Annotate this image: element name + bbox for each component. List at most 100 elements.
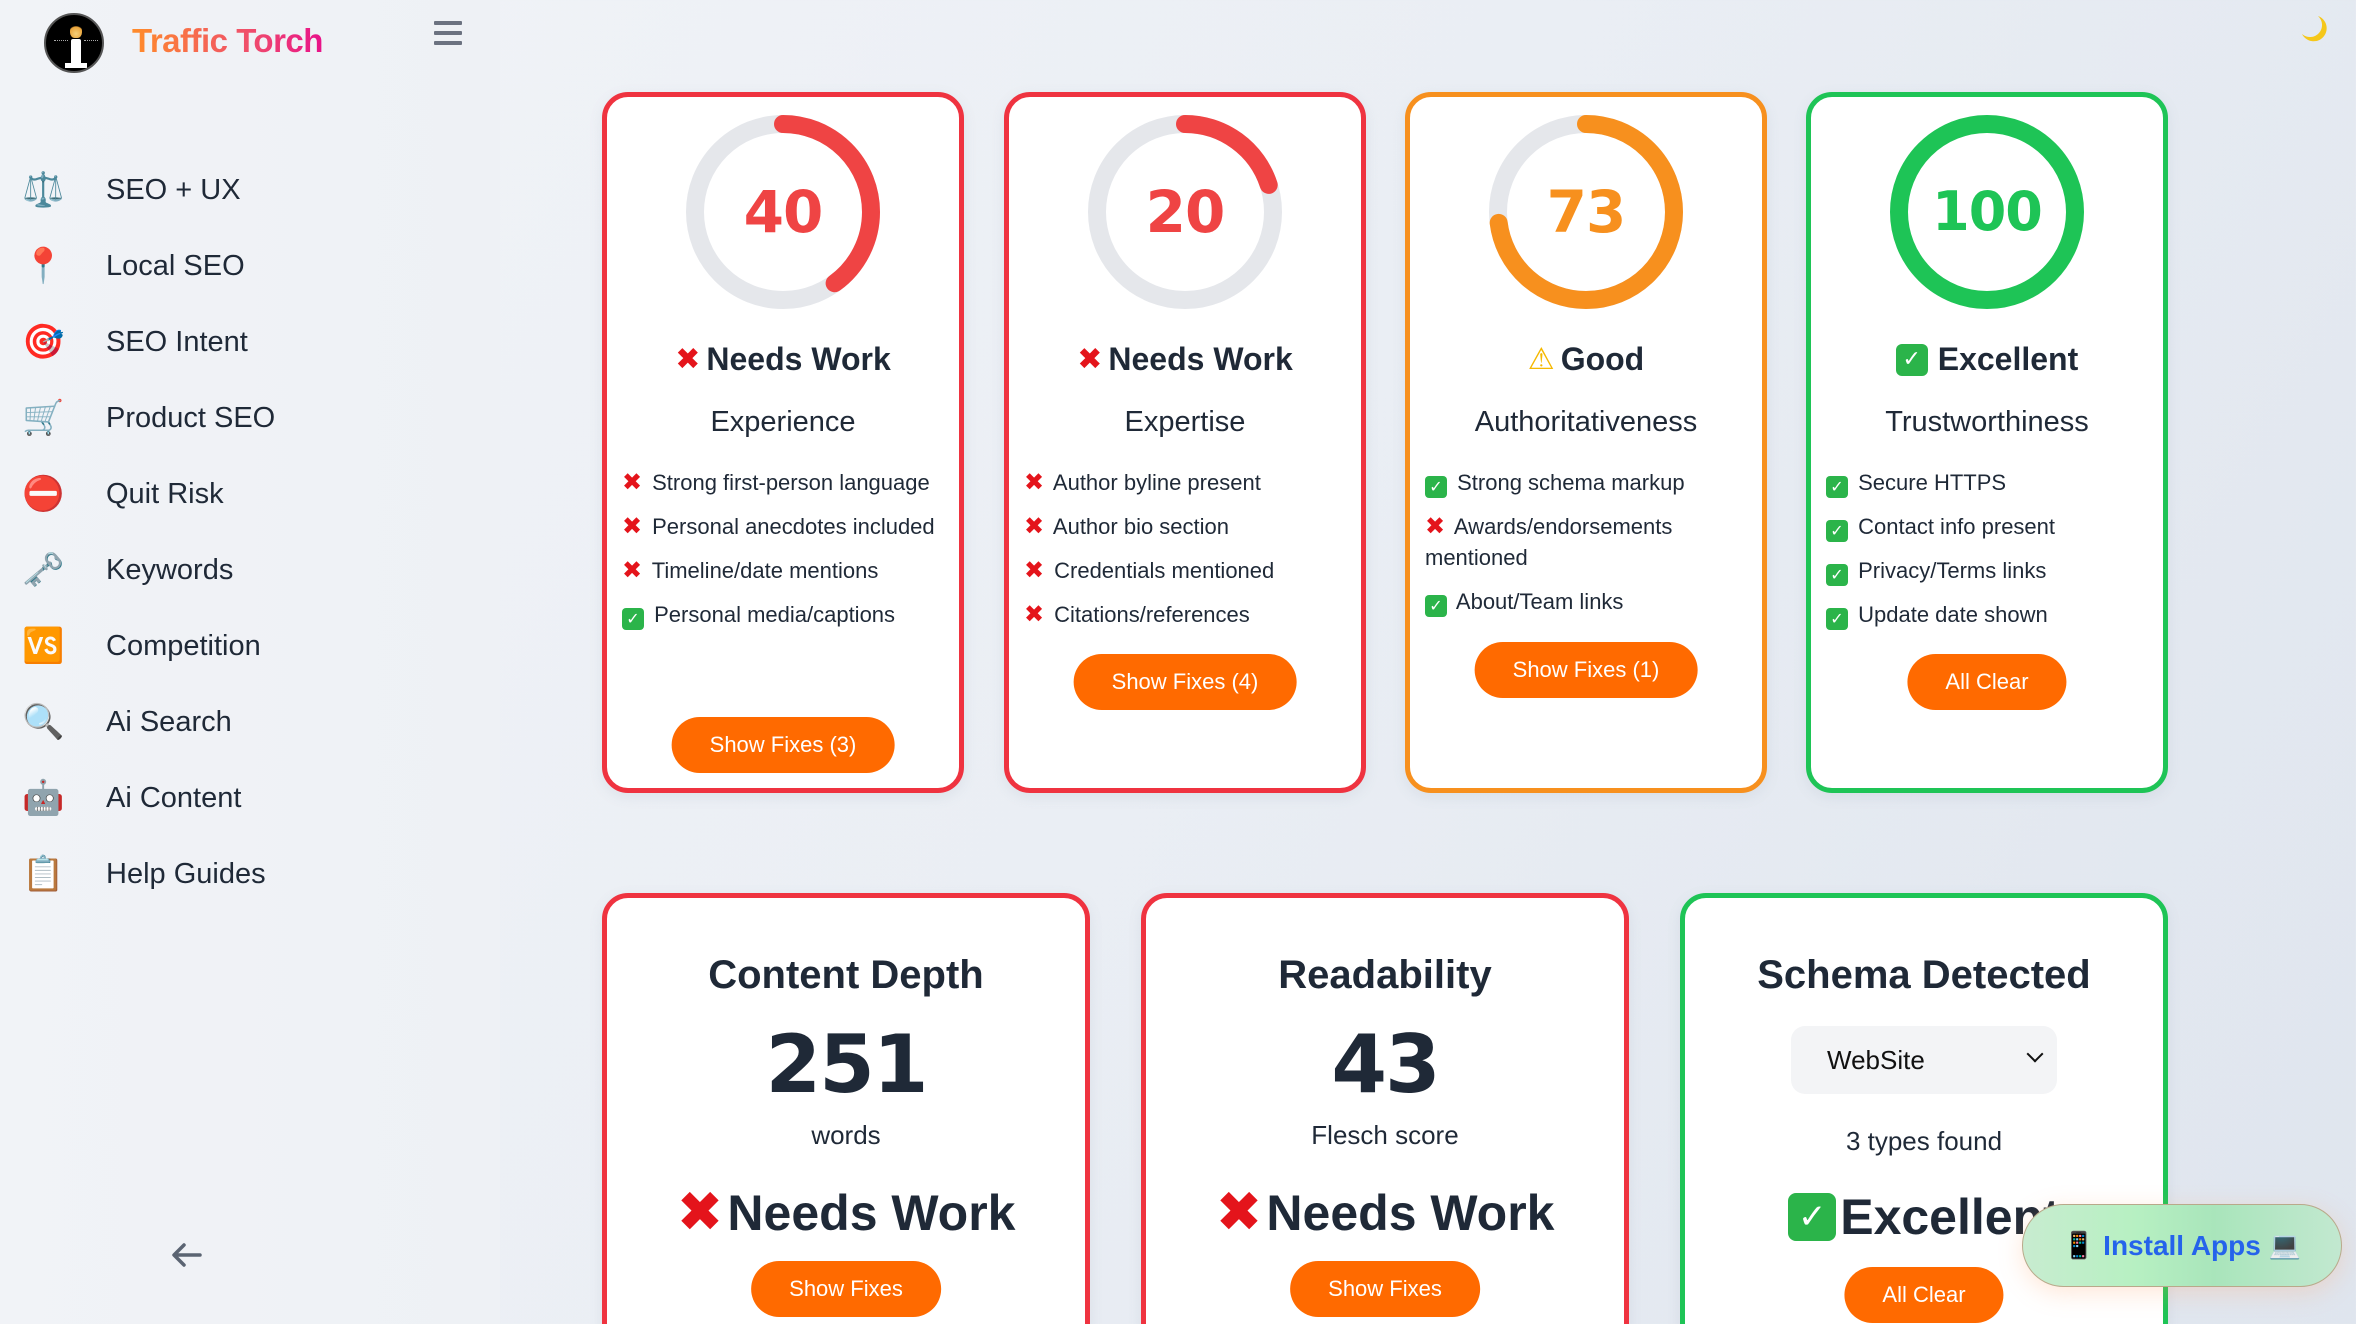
chevron-down-icon — [2026, 1045, 2044, 1063]
cart-icon: 🛒 — [22, 398, 65, 438]
score-gauge: 100 — [1889, 114, 2085, 310]
sidebar-item-label: Ai Search — [106, 705, 232, 738]
vs-icon: 🆚 — [22, 626, 65, 666]
sidebar-item-keywords[interactable]: 🗝️ Keywords — [0, 532, 500, 608]
status-text: Needs Work — [1266, 1184, 1555, 1241]
collapse-sidebar-arrow-icon[interactable] — [170, 1240, 204, 1270]
theme-toggle-moon-icon[interactable] — [2298, 12, 2332, 46]
check-item: ✖ Author byline present — [1024, 468, 1261, 496]
cross-icon: ✖ — [1215, 1180, 1263, 1245]
score-value: 40 — [743, 178, 824, 246]
target-icon: 🎯 — [22, 322, 65, 362]
check-item: ✖ Citations/references — [1024, 600, 1250, 628]
score-gauge: 20 — [1087, 114, 1283, 310]
laptop-icon: 💻 — [2268, 1230, 2302, 1261]
check-item: ✖ Author bio section — [1024, 512, 1230, 540]
status-label: ✖ Needs Work — [1146, 1180, 1624, 1245]
checklist: ✓ Secure HTTPS ✓ Contact info present ✓ … — [1826, 467, 2151, 643]
install-apps-label: Install Apps — [2103, 1229, 2261, 1261]
check-item: ✖ Timeline/date mentions — [622, 556, 879, 584]
sidebar-item-label: Help Guides — [106, 857, 266, 890]
status-text: Needs Work — [1108, 341, 1293, 377]
status-label: ✖ Needs Work — [607, 1180, 1085, 1245]
metric-unit: words — [811, 1120, 881, 1150]
warning-icon: ⚠ — [1527, 342, 1555, 377]
sidebar-nav: ⚖️ SEO + UX 📍 Local SEO 🎯 SEO Intent 🛒 P… — [0, 152, 500, 912]
metric-title: Content Depth — [708, 953, 984, 997]
sidebar-item-label: SEO + UX — [106, 173, 241, 206]
scales-icon: ⚖️ — [22, 170, 65, 210]
sidebar-item-label: Quit Risk — [106, 477, 224, 510]
install-apps-button[interactable]: 📱 Install Apps 💻 — [2022, 1204, 2342, 1287]
check-item: ✓ Personal media/captions — [622, 599, 947, 630]
cross-icon: ✖ — [622, 512, 643, 540]
app-title[interactable]: Traffic Torch — [132, 22, 323, 59]
logo-ray — [54, 40, 68, 41]
all-clear-button[interactable]: All Clear — [1844, 1267, 2004, 1323]
check-item: ✓ About/Team links — [1425, 586, 1750, 617]
check-icon: ✓ — [622, 608, 644, 630]
all-clear-button[interactable]: All Clear — [1907, 654, 2067, 710]
eeat-card-expertise: 20 ✖ Needs Work Expertise ✖ Author bylin… — [1004, 92, 1366, 793]
logo-tower — [71, 39, 81, 65]
eeat-card-experience: 40 ✖ Needs Work Experience ✖ Strong firs… — [602, 92, 964, 793]
check-icon: ✓ — [1826, 608, 1848, 630]
check-item: ✖ Awards/endorsements mentioned — [1425, 512, 1673, 570]
check-icon: ✓ — [1895, 343, 1928, 376]
pin-icon: 📍 — [22, 246, 65, 286]
show-fixes-button[interactable]: Show Fixes (3) — [671, 717, 895, 773]
score-gauge: 73 — [1488, 114, 1684, 310]
sidebar-item-label: Ai Content — [106, 781, 242, 814]
schema-count: 3 types found — [1845, 1126, 2003, 1156]
sidebar-item-competition[interactable]: 🆚 Competition — [0, 608, 500, 684]
sidebar-item-help-guides[interactable]: 📋 Help Guides — [0, 836, 500, 912]
checklist: ✖ Author byline present ✖ Author bio sec… — [1024, 467, 1349, 643]
logo-flame — [70, 24, 82, 38]
cross-icon: ✖ — [1425, 512, 1446, 540]
no-entry-icon: ⛔ — [22, 474, 65, 514]
logo-base — [65, 63, 87, 68]
metric-card-readability: Readability 43 Flesch score ✖ Needs Work… — [1141, 893, 1629, 1324]
status-label: ✖ Needs Work — [1009, 341, 1361, 378]
phone-icon: 📱 — [2062, 1230, 2096, 1261]
hamburger-menu-icon[interactable] — [434, 21, 462, 46]
checklist: ✓ Strong schema markup ✖ Awards/endorsem… — [1425, 467, 1750, 630]
score-value: 20 — [1145, 178, 1226, 246]
sidebar: Traffic Torch ⚖️ SEO + UX 📍 Local SEO 🎯 … — [0, 0, 500, 1324]
status-text: Needs Work — [706, 341, 891, 377]
status-text: Good — [1560, 341, 1645, 377]
cross-icon: ✖ — [1024, 468, 1045, 496]
eeat-card-trustworthiness: 100 ✓ Excellent Trustworthiness ✓ Secure… — [1806, 92, 2168, 793]
metric-value: 43 — [1331, 1018, 1440, 1111]
cross-icon: ✖ — [622, 468, 643, 496]
sidebar-item-ai-search[interactable]: 🔍 Ai Search — [0, 684, 500, 760]
key-icon: 🗝️ — [22, 550, 65, 590]
sidebar-item-seo-ux[interactable]: ⚖️ SEO + UX — [0, 152, 500, 228]
sidebar-item-local-seo[interactable]: 📍 Local SEO — [0, 228, 500, 304]
check-icon: ✓ — [1425, 476, 1447, 498]
check-item: ✓ Contact info present — [1826, 511, 2151, 542]
schema-type-select[interactable]: WebSite — [1791, 1026, 2057, 1094]
score-value: 100 — [1932, 180, 2043, 243]
sidebar-item-seo-intent[interactable]: 🎯 SEO Intent — [0, 304, 500, 380]
sidebar-item-product-seo[interactable]: 🛒 Product SEO — [0, 380, 500, 456]
check-icon: ✓ — [1826, 520, 1848, 542]
show-fixes-button[interactable]: Show Fixes (4) — [1073, 654, 1297, 710]
eeat-card-authoritativeness: 73 ⚠ Good Authoritativeness ✓ Strong sch… — [1405, 92, 1767, 793]
status-label: ⚠ Good — [1410, 341, 1762, 378]
show-fixes-button[interactable]: Show Fixes — [751, 1261, 941, 1317]
show-fixes-button[interactable]: Show Fixes (1) — [1474, 642, 1698, 698]
cross-icon: ✖ — [675, 342, 701, 377]
cross-icon: ✖ — [1077, 342, 1103, 377]
category-title: Experience — [710, 406, 856, 438]
metric-title: Readability — [1278, 953, 1492, 997]
check-item: ✓ Privacy/Terms links — [1826, 555, 2151, 586]
check-item: ✖ Personal anecdotes included — [622, 512, 935, 540]
clipboard-icon: 📋 — [22, 854, 65, 894]
traffic-torch-logo[interactable] — [44, 13, 104, 73]
sidebar-item-ai-content[interactable]: 🤖 Ai Content — [0, 760, 500, 836]
show-fixes-button[interactable]: Show Fixes — [1290, 1261, 1480, 1317]
cross-icon: ✖ — [1024, 556, 1045, 584]
cross-icon: ✖ — [676, 1180, 724, 1245]
sidebar-item-quit-risk[interactable]: ⛔ Quit Risk — [0, 456, 500, 532]
